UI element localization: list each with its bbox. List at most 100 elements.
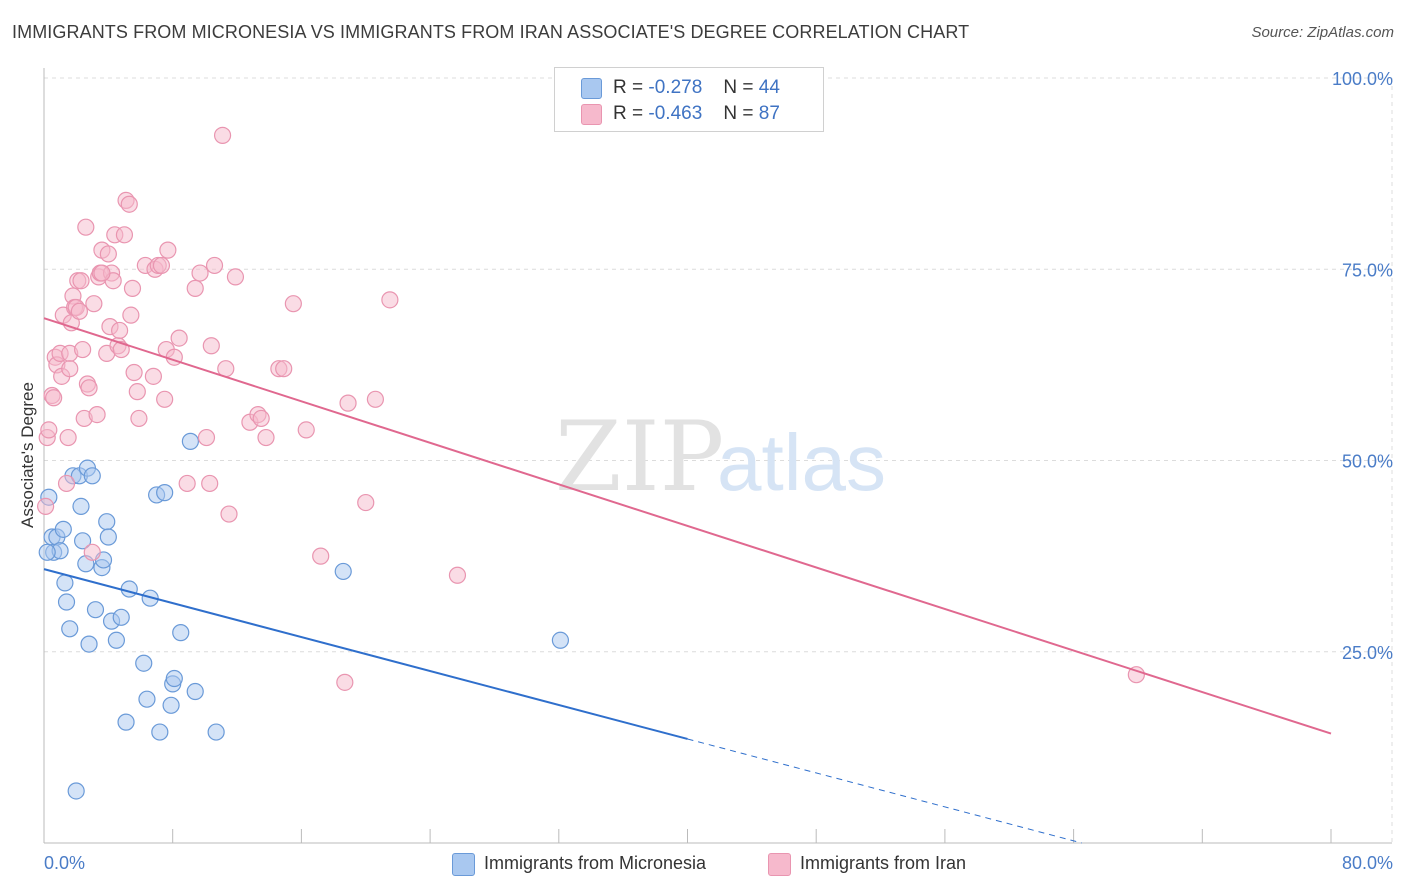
x-tick-label-max: 80.0% (1342, 853, 1393, 873)
point-micronesia (120, 580, 138, 598)
point-iran (186, 279, 204, 297)
point-iran (130, 409, 148, 428)
legend-swatch-pink (768, 853, 791, 876)
legend-label-micronesia: Immigrants from Micronesia (484, 853, 707, 873)
point-iran (178, 474, 196, 493)
point-iran (80, 379, 98, 397)
legend-n-label: N = (723, 77, 754, 98)
point-iran (111, 321, 129, 340)
legend-swatch-blue (581, 78, 602, 99)
point-iran (336, 673, 354, 691)
point-micronesia (61, 620, 79, 638)
point-micronesia (551, 631, 570, 649)
point-micronesia (86, 601, 105, 619)
trendline-iran (43, 317, 1332, 735)
point-iran (366, 390, 385, 408)
point-iran (252, 409, 270, 428)
point-iran (115, 226, 134, 244)
point-micronesia (156, 484, 174, 502)
point-iran (152, 256, 171, 275)
y-tick-label: 50.0% (1342, 452, 1393, 472)
point-iran (40, 421, 58, 439)
point-micronesia (117, 713, 135, 731)
point-iran (122, 306, 140, 324)
y-tick-label: 25.0% (1342, 643, 1393, 663)
point-micronesia (162, 696, 180, 714)
point-micronesia (54, 520, 72, 538)
legend-n-value: 44 (758, 77, 780, 98)
stats-legend: R = -0.278 N = 44 R = -0.463 N = 87 (554, 67, 824, 132)
legend-label-iran: Immigrants from Iran (800, 853, 967, 873)
point-iran (85, 295, 103, 313)
point-micronesia (72, 497, 90, 515)
point-micronesia (186, 682, 204, 701)
point-iran (201, 474, 219, 493)
legend-r-label: R = (613, 77, 644, 98)
legend-r-value: -0.278 (648, 77, 703, 98)
point-micronesia (74, 532, 92, 550)
point-micronesia (165, 669, 183, 688)
legend-n-value: 87 (758, 103, 780, 124)
point-iran (93, 264, 111, 282)
watermark: ZIP atlas (555, 401, 886, 513)
point-micronesia (38, 543, 56, 561)
point-iran (156, 390, 174, 408)
legend-n-label: N = (723, 103, 754, 124)
point-iran (123, 279, 142, 297)
point-iran (197, 428, 216, 447)
point-iran (202, 337, 220, 355)
y-tick-label: 100.0% (1332, 69, 1393, 89)
point-micronesia (56, 574, 74, 592)
point-micronesia (83, 467, 101, 485)
point-iran (57, 474, 76, 493)
point-iran (1127, 666, 1145, 684)
point-iran (99, 245, 117, 263)
legend-r-value: -0.463 (648, 103, 703, 124)
point-iran (59, 428, 77, 447)
point-micronesia (112, 608, 130, 626)
point-iran (284, 295, 302, 313)
watermark-zip: ZIP (555, 401, 724, 513)
point-iran (448, 566, 467, 584)
point-iran (144, 367, 162, 385)
legend-r-label: R = (613, 103, 644, 124)
point-iran (125, 363, 143, 382)
y-tick-label: 75.0% (1342, 260, 1393, 280)
data-points (37, 126, 1145, 800)
point-micronesia (151, 723, 169, 741)
point-micronesia (67, 782, 85, 800)
point-iran (339, 394, 357, 412)
point-micronesia (138, 690, 156, 708)
point-iran (83, 543, 101, 561)
point-iran (88, 406, 106, 424)
source-credit: Source: ZipAtlas.com (1251, 24, 1394, 41)
point-iran (45, 389, 63, 407)
point-iran (112, 340, 130, 359)
point-iran (128, 383, 146, 401)
tick-labels: 25.0% 50.0% 75.0% 100.0% 0.0% 80.0% (44, 69, 1393, 873)
point-iran (257, 428, 275, 447)
axes (43, 68, 1392, 844)
chart-title: IMMIGRANTS FROM MICRONESIA VS IMMIGRANTS… (12, 22, 970, 42)
point-iran (205, 256, 224, 275)
trendline-micronesia (43, 568, 688, 740)
point-micronesia (172, 624, 190, 642)
point-micronesia (141, 589, 159, 607)
point-micronesia (99, 528, 117, 546)
y-axis-label: Associate's Degree (18, 382, 37, 528)
x-tick-label-min: 0.0% (44, 853, 85, 873)
point-iran (213, 126, 232, 144)
point-iran (77, 218, 95, 236)
point-micronesia (207, 723, 225, 741)
point-iran (37, 497, 55, 515)
watermark-atlas: atlas (717, 418, 886, 507)
point-micronesia (57, 593, 76, 611)
point-micronesia (135, 654, 153, 672)
point-iran (226, 268, 245, 286)
legend-swatch-pink (581, 104, 602, 125)
legend-swatch-blue (452, 853, 475, 876)
point-micronesia (80, 635, 98, 653)
point-iran (159, 241, 177, 259)
point-micronesia (181, 432, 199, 450)
point-iran (381, 291, 399, 309)
